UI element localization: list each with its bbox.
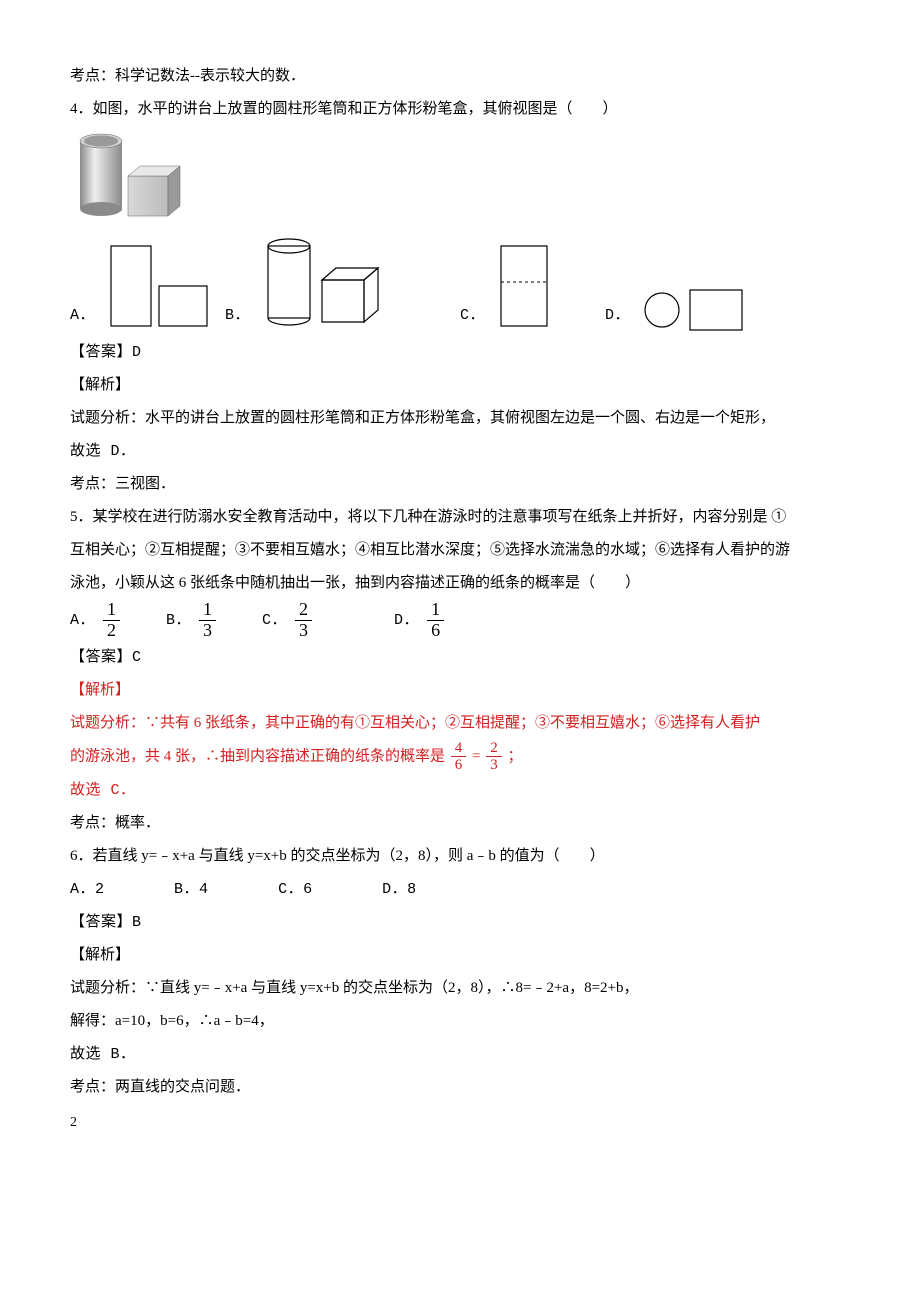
q5-optA-label: A． xyxy=(70,604,95,637)
q5-exp-label: 【解析】 xyxy=(70,674,850,707)
q5-stem3: 泳池，小颖从这 6 张纸条中随机抽出一张，抽到内容描述正确的纸条的概率是（ ） xyxy=(70,567,850,600)
q5-fracC: 23 xyxy=(295,600,312,641)
q4-optD-label: D． xyxy=(605,299,630,332)
q5-stem2: 互相关心；②互相提醒；③不要相互嬉水；④相互比潜水深度；⑤选择水流湍急的水域；⑥… xyxy=(70,534,850,567)
q5-options: A． 12 B． 13 C． 23 D． 16 xyxy=(70,600,850,641)
q4-optB-svg xyxy=(260,232,410,332)
page-number: 2 xyxy=(70,1108,850,1139)
q5-red3: 故选 C． xyxy=(70,774,850,807)
q4-optC-label: C． xyxy=(460,299,485,332)
q5-topic: 考点：概率． xyxy=(70,807,850,840)
q5-red2: 的游泳池，共 4 张，∴抽到内容描述正确的纸条的概率是 46 = 23 ； xyxy=(70,740,850,774)
q5-stem1: 5．某学校在进行防溺水安全教育活动中，将以下几种在游泳时的注意事项写在纸条上并折… xyxy=(70,501,850,534)
q4-conclude: 故选 D． xyxy=(70,435,850,468)
q5-fracB: 13 xyxy=(199,600,216,641)
q5-optB-label: B． xyxy=(166,604,191,637)
q6-stem: 6．若直线 y=﹣x+a 与直线 y=x+b 的交点坐标为（2，8），则 a﹣b… xyxy=(70,840,850,873)
topic-prev: 考点：科学记数法--表示较大的数． xyxy=(70,60,850,93)
q4-optC-svg xyxy=(495,242,555,332)
q4-exp-label: 【解析】 xyxy=(70,369,850,402)
q5-fracA: 12 xyxy=(103,600,120,641)
q6-exp2: 解得：a=10，b=6，∴a﹣b=4， xyxy=(70,1005,850,1038)
q4-answer: 【答案】D xyxy=(70,336,850,369)
q6-answer: 【答案】B xyxy=(70,906,850,939)
q5-optD-label: D． xyxy=(394,604,419,637)
q4-optA-label: A． xyxy=(70,299,95,332)
q5-answer: 【答案】C xyxy=(70,641,850,674)
q6-exp1: 试题分析：∵直线 y=﹣x+a 与直线 y=x+b 的交点坐标为（2，8），∴8… xyxy=(70,972,850,1005)
q5-fracD: 16 xyxy=(427,600,444,641)
q4-options-row: A． B． C． D． xyxy=(70,232,850,332)
q4-optA-svg xyxy=(105,242,215,332)
q5-optC-label: C． xyxy=(262,604,287,637)
q4-optB-label: B． xyxy=(225,299,250,332)
q4-optD-svg xyxy=(640,282,750,332)
q6-options: A．2 B．4 C．6 D．8 xyxy=(70,873,850,906)
q4-figure xyxy=(70,126,850,226)
q5-red1: 试题分析：∵共有 6 张纸条，其中正确的有①互相关心；②互相提醒；③不要相互嬉水… xyxy=(70,707,850,740)
q6-conclude: 故选 B． xyxy=(70,1038,850,1071)
q4-exp: 试题分析：水平的讲台上放置的圆柱形笔筒和正方体形粉笔盒，其俯视图左边是一个圆、右… xyxy=(70,402,850,435)
q6-exp-label: 【解析】 xyxy=(70,939,850,972)
q4-topic: 考点：三视图． xyxy=(70,468,850,501)
q4-stem: 4．如图，水平的讲台上放置的圆柱形笔筒和正方体形粉笔盒，其俯视图是（ ） xyxy=(70,93,850,126)
q6-topic: 考点：两直线的交点问题． xyxy=(70,1071,850,1104)
